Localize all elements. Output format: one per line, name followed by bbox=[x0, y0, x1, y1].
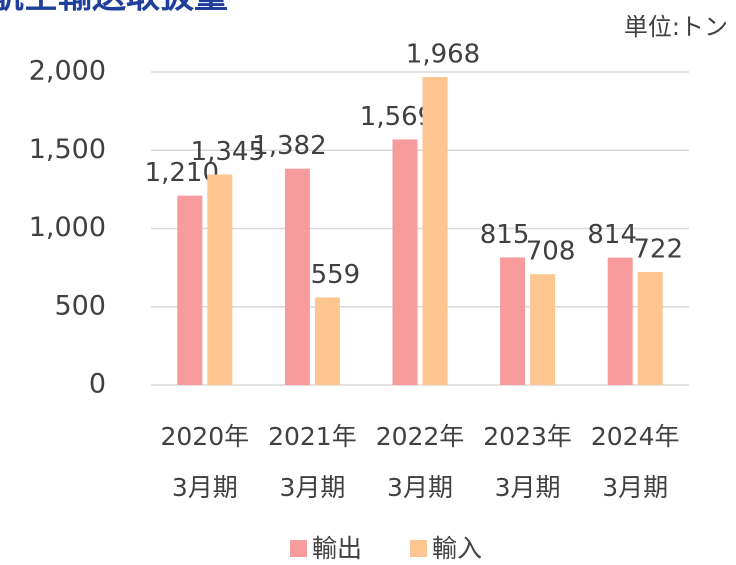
x-tick-label: 3月期 bbox=[279, 473, 345, 502]
bar bbox=[422, 77, 448, 386]
value-label: 559 bbox=[311, 260, 361, 290]
y-tick-label: 500 bbox=[54, 290, 106, 321]
value-label: 1,382 bbox=[252, 131, 326, 161]
legend-label: 輸出 bbox=[312, 534, 362, 563]
bar bbox=[284, 168, 310, 385]
legend-swatch bbox=[290, 540, 307, 557]
bar bbox=[530, 274, 556, 385]
legend-label: 輸入 bbox=[432, 534, 482, 563]
x-tick-label: 3月期 bbox=[495, 473, 561, 502]
value-label: 722 bbox=[633, 235, 683, 265]
bar bbox=[392, 139, 418, 385]
y-tick-label: 2,000 bbox=[29, 56, 106, 87]
bar bbox=[177, 195, 203, 385]
value-label: 1,345 bbox=[191, 137, 265, 167]
x-tick-label: 2020年 bbox=[160, 422, 249, 451]
y-tick-label: 1,500 bbox=[29, 134, 106, 165]
x-tick-label: 2024年 bbox=[591, 422, 680, 451]
y-tick-label: 0 bbox=[89, 369, 106, 400]
bar bbox=[607, 257, 633, 385]
x-tick-label: 2023年 bbox=[483, 422, 572, 451]
value-label: 814 bbox=[587, 220, 637, 250]
x-tick-label: 3月期 bbox=[172, 473, 238, 502]
value-label: 708 bbox=[526, 237, 576, 267]
bar bbox=[500, 257, 526, 385]
bar bbox=[637, 272, 663, 385]
bar bbox=[207, 174, 233, 385]
x-tick-label: 3月期 bbox=[602, 473, 668, 502]
bar bbox=[314, 297, 340, 385]
unit-label: 単位:トン bbox=[624, 13, 728, 41]
chart-title: 航空輸送取扱量 bbox=[0, 0, 228, 17]
value-label: 815 bbox=[480, 220, 530, 250]
value-label: 1,210 bbox=[145, 158, 219, 188]
y-tick-label: 1,000 bbox=[29, 212, 106, 243]
x-tick-label: 2021年 bbox=[268, 422, 357, 451]
value-label: 1,968 bbox=[406, 40, 480, 70]
legend-swatch bbox=[410, 540, 427, 557]
value-label: 1,569 bbox=[360, 102, 434, 132]
x-tick-label: 3月期 bbox=[387, 473, 453, 502]
x-tick-label: 2022年 bbox=[376, 422, 465, 451]
